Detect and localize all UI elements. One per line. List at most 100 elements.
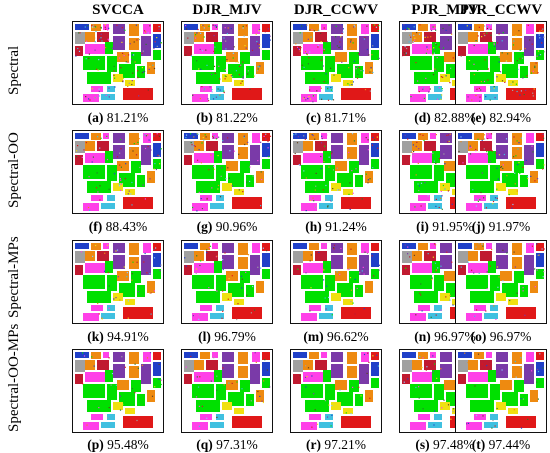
class-region <box>526 24 534 34</box>
class-region <box>508 408 518 414</box>
panel-caption: (g) 90.96% <box>179 219 275 235</box>
class-region <box>97 251 109 261</box>
noise-pixel <box>434 68 436 70</box>
class-region <box>103 133 109 139</box>
class-region <box>371 243 379 251</box>
noise-pixel <box>522 53 524 55</box>
noise-pixel <box>408 28 410 30</box>
noise-pixel <box>450 67 452 69</box>
noise-pixel <box>119 178 121 180</box>
noise-pixel <box>408 41 410 43</box>
noise-pixel <box>495 152 497 154</box>
noise-pixel <box>242 27 244 29</box>
noise-pixel <box>213 50 215 52</box>
noise-pixel <box>211 89 213 91</box>
class-region <box>536 143 544 157</box>
class-region <box>222 36 234 50</box>
noise-pixel <box>418 148 420 150</box>
noise-pixel <box>467 261 469 263</box>
class-region <box>234 189 244 195</box>
noise-pixel <box>201 190 203 192</box>
class-region <box>212 243 218 249</box>
panel-caption: (j) 91.97% <box>453 219 549 235</box>
noise-pixel <box>458 150 460 153</box>
noise-pixel <box>369 178 371 180</box>
noise-pixel <box>228 278 230 280</box>
noise-pixel <box>201 50 204 52</box>
noise-pixel <box>193 145 195 147</box>
class-region <box>466 422 482 430</box>
noise-pixel <box>519 58 521 60</box>
class-region <box>206 251 218 261</box>
class-region <box>309 133 319 140</box>
noise-pixel <box>204 197 206 199</box>
noise-pixel <box>371 54 373 56</box>
panel-caption: (p) 95.48% <box>70 437 166 453</box>
class-region <box>343 80 353 86</box>
class-region <box>500 380 512 390</box>
noise-pixel <box>255 93 257 95</box>
noise-pixel <box>309 51 311 53</box>
noise-pixel <box>352 42 354 44</box>
noise-pixel <box>219 78 221 80</box>
class-region <box>512 133 522 145</box>
noise-pixel <box>118 183 120 185</box>
class-region <box>143 352 151 362</box>
noise-pixel <box>514 266 516 268</box>
noise-pixel <box>119 369 121 371</box>
noise-pixel <box>359 272 361 274</box>
class-region <box>113 145 125 159</box>
classification-map <box>181 21 273 105</box>
class-region <box>87 181 111 193</box>
noise-pixel <box>116 156 119 158</box>
noise-pixel <box>200 260 202 262</box>
class-region <box>184 46 192 56</box>
noise-pixel <box>409 256 411 258</box>
class-region <box>412 263 432 273</box>
class-region <box>434 86 442 92</box>
noise-pixel <box>440 197 442 199</box>
class-region <box>466 275 488 289</box>
map-image <box>293 24 380 103</box>
noise-pixel <box>243 136 245 138</box>
noise-pixel <box>449 294 451 297</box>
noise-pixel <box>154 41 156 43</box>
noise-pixel <box>527 24 529 26</box>
noise-pixel <box>481 87 483 89</box>
panel-caption: (f) 88.43% <box>70 219 166 235</box>
noise-pixel <box>100 33 102 35</box>
noise-pixel <box>526 75 528 77</box>
noise-pixel <box>113 74 115 76</box>
class-region <box>232 88 262 100</box>
class-region <box>129 133 139 145</box>
noise-pixel <box>373 275 375 277</box>
noise-pixel <box>110 384 112 386</box>
noise-pixel <box>364 89 367 91</box>
noise-pixel <box>259 267 262 269</box>
noise-pixel <box>323 244 325 246</box>
map-image <box>458 243 545 321</box>
noise-pixel <box>358 67 361 69</box>
noise-pixel <box>522 287 524 289</box>
noise-pixel <box>404 244 406 246</box>
noise-pixel <box>489 161 491 163</box>
noise-pixel <box>502 32 504 34</box>
noise-pixel <box>217 184 220 187</box>
class-region <box>347 243 357 255</box>
class-region <box>486 243 492 249</box>
noise-pixel <box>317 44 319 46</box>
noise-pixel <box>136 39 138 41</box>
noise-pixel <box>525 89 527 91</box>
class-region <box>480 251 492 261</box>
class-region <box>113 36 125 50</box>
class-region <box>147 281 155 293</box>
noise-pixel <box>366 372 368 374</box>
noise-pixel <box>98 313 100 315</box>
noise-pixel <box>227 27 229 29</box>
class-region <box>440 36 452 50</box>
panel-letter: (d) <box>414 110 431 125</box>
noise-pixel <box>125 163 127 165</box>
class-region <box>206 141 218 151</box>
class-region <box>113 255 125 269</box>
noise-pixel <box>252 175 254 177</box>
